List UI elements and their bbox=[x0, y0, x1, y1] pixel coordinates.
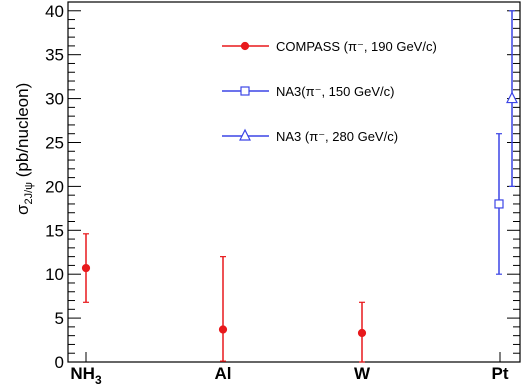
y-axis-label: σ2J/ψ (pb/nucleon) bbox=[13, 83, 35, 215]
y-axis-label-main: σ bbox=[13, 204, 32, 215]
plot-frame bbox=[67, 1, 521, 363]
legend-marker bbox=[240, 41, 250, 51]
legend-label: COMPASS (π⁻, 190 GeV/c) bbox=[276, 39, 437, 54]
plot-frame-border bbox=[67, 1, 521, 363]
y-tick-label: 5 bbox=[55, 309, 64, 328]
y-tick-label: 15 bbox=[45, 221, 64, 240]
y-tick-label: 20 bbox=[45, 177, 64, 196]
legend-label: NA3 (π⁻, 280 GeV/c) bbox=[276, 129, 398, 144]
series-3-marks bbox=[506, 10, 518, 187]
series-2-marks bbox=[494, 133, 504, 275]
y-axis-label-unit: (pb/nucleon) bbox=[13, 83, 32, 182]
legend-marker bbox=[240, 86, 250, 96]
data-point bbox=[494, 199, 504, 209]
y-tick-label: 30 bbox=[45, 90, 64, 109]
y-tick-label: 35 bbox=[45, 46, 64, 65]
x-category-label: Al bbox=[215, 364, 232, 383]
x-category-label: W bbox=[354, 364, 371, 383]
data-marks bbox=[81, 10, 518, 363]
x-category-label: Pt bbox=[492, 364, 509, 383]
x-category-label: NH3 bbox=[70, 364, 102, 387]
x-category-label-main: NH bbox=[70, 364, 95, 383]
x-category-label-main: Al bbox=[215, 364, 232, 383]
data-point bbox=[81, 263, 91, 273]
y-tick-label: 25 bbox=[45, 133, 64, 152]
data-point bbox=[218, 325, 228, 334]
x-category-label-subscript: 3 bbox=[95, 373, 102, 387]
legend-marker bbox=[239, 128, 251, 141]
legend-label: NA3(π⁻, 150 GeV/c) bbox=[276, 84, 394, 99]
series-1-marks bbox=[81, 233, 367, 363]
legend: COMPASS (π⁻, 190 GeV/c) NA3(π⁻, 150 GeV/c… bbox=[222, 39, 437, 144]
x-axis-categories: NH3 Al W Pt bbox=[70, 352, 509, 387]
x-category-label-main: W bbox=[354, 364, 371, 383]
y-tick-label: 10 bbox=[45, 265, 64, 284]
data-point bbox=[357, 328, 367, 338]
data-point bbox=[506, 91, 518, 104]
y-axis-ticks: 0 5 10 15 20 25 30 35 40 bbox=[45, 1, 520, 372]
y-axis-label-subscript: 2J/ψ bbox=[23, 182, 35, 205]
y-tick-label: 40 bbox=[45, 2, 64, 21]
x-category-label-main: Pt bbox=[492, 364, 509, 383]
y-tick-label: 0 bbox=[55, 353, 64, 372]
